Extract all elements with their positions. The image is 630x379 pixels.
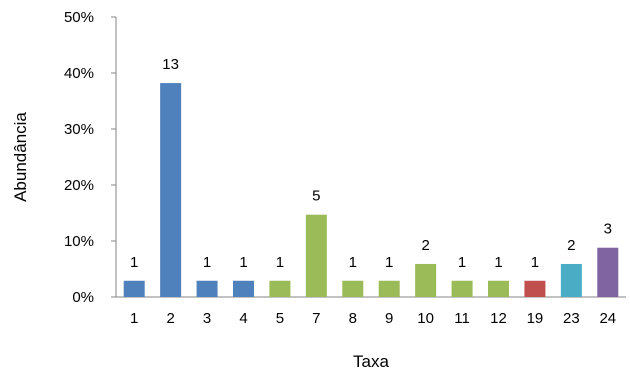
- data-label: 1: [130, 254, 138, 271]
- y-tick-label: 0%: [72, 289, 94, 306]
- bar-10: [415, 263, 437, 297]
- data-label: 1: [276, 254, 284, 271]
- data-label: 1: [494, 254, 502, 271]
- x-tick-label: 10: [417, 310, 434, 327]
- y-tick-label: 10%: [64, 233, 94, 250]
- data-label: 1: [349, 254, 357, 271]
- x-tick-label: 9: [385, 310, 393, 327]
- bar-8: [342, 280, 364, 297]
- x-axis-title: Taxa: [353, 352, 389, 371]
- data-label: 1: [203, 254, 211, 271]
- bar-12: [488, 280, 509, 297]
- x-tick-label: 23: [563, 310, 580, 327]
- data-label: 1: [458, 254, 466, 271]
- bar-2: [160, 83, 182, 297]
- x-tick-label: 12: [490, 310, 507, 327]
- bar-4: [233, 280, 254, 297]
- data-label: 3: [604, 221, 612, 238]
- y-tick-label: 20%: [64, 177, 94, 194]
- data-label: 5: [312, 188, 320, 205]
- x-tick-label: 7: [312, 310, 320, 327]
- x-axis-ticks: 1 2 3 4 5 7 8 9 10 11 12 19 23 24: [130, 310, 616, 327]
- bar-3: [196, 280, 218, 297]
- data-label: 13: [162, 56, 179, 73]
- bar-19: [524, 280, 546, 297]
- x-tick-label: 2: [166, 310, 174, 327]
- data-label: 1: [239, 254, 247, 271]
- data-label: 2: [567, 237, 575, 254]
- y-tick-label: 30%: [64, 121, 94, 138]
- bars: [123, 83, 619, 297]
- data-label: 1: [531, 254, 539, 271]
- y-axis-ticks: 0% 10% 20% 30% 40% 50%: [64, 9, 116, 306]
- y-tick-label: 50%: [64, 9, 94, 26]
- data-label: 2: [421, 237, 429, 254]
- bar-24: [597, 247, 619, 297]
- x-tick-label: 11: [454, 310, 470, 327]
- x-tick-label: 19: [527, 310, 544, 327]
- x-tick-label: 8: [349, 310, 357, 327]
- bar-7: [305, 214, 327, 297]
- x-tick-label: 1: [130, 310, 138, 327]
- bar-11: [451, 280, 473, 297]
- y-axis-title: Abundância: [11, 112, 30, 202]
- data-labels: 1 13 1 1 1 5 1 1 2 1 1 1 2 3: [130, 56, 612, 271]
- x-tick-label: 4: [239, 310, 247, 327]
- data-label: 1: [385, 254, 393, 271]
- x-tick-label: 24: [599, 310, 616, 327]
- bar-5: [269, 280, 291, 297]
- bar-1: [123, 280, 145, 297]
- bar-23: [560, 263, 582, 297]
- x-tick-label: 3: [203, 310, 211, 327]
- bar-9: [378, 280, 400, 297]
- x-tick-label: 5: [276, 310, 284, 327]
- y-tick-label: 40%: [64, 65, 94, 82]
